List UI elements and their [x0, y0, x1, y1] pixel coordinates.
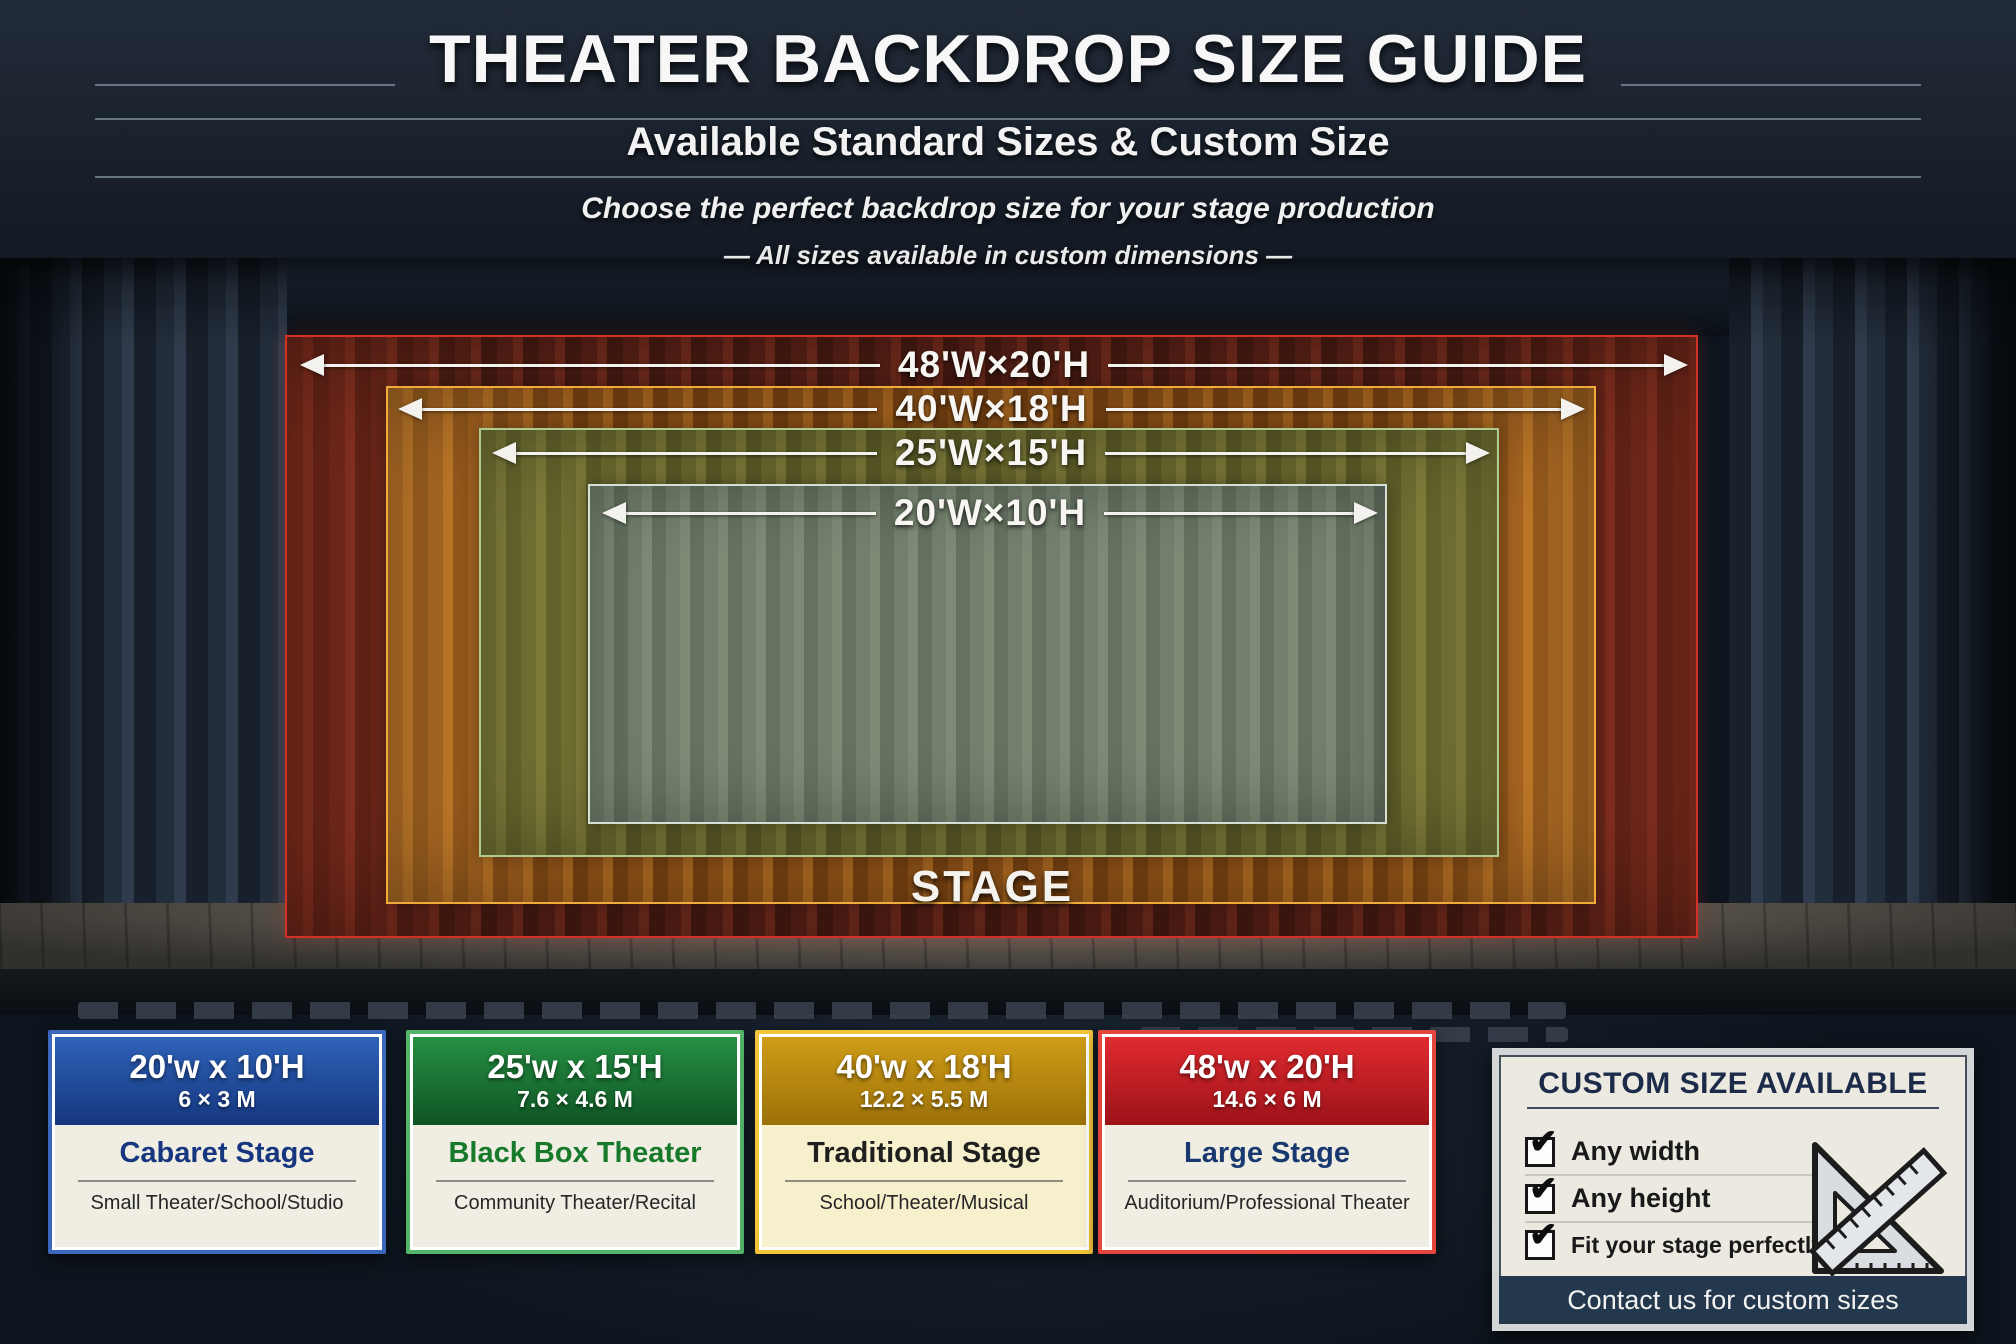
header-divider-line: [1621, 84, 1921, 86]
divider: [784, 1180, 1064, 1182]
header-divider-line: [95, 118, 1921, 120]
size-card-black-box-theater: 25'w x 15'H 7.6 × 4.6 M Black Box Theate…: [406, 1030, 744, 1254]
contact-footer-text: Contact us for custom sizes: [1567, 1284, 1899, 1315]
feature-fit-stage: ✔ Fit your stage perfectly: [1525, 1218, 1825, 1267]
dimension-row-48x20: 48'W×20'H: [300, 343, 1689, 387]
arrow-line: [1104, 511, 1355, 515]
check-icon: ✔: [1529, 1216, 1558, 1254]
card-venues: Small Theater/School/Studio: [90, 1192, 344, 1214]
card-header: 25'w x 15'H 7.6 × 4.6 M: [413, 1037, 737, 1125]
checkbox-icon: ✔: [1525, 1218, 1558, 1260]
card-metric-label: 7.6 × 4.6 M: [517, 1085, 633, 1112]
backdrop-20x10: [588, 484, 1387, 824]
arrow-left-icon: [300, 354, 324, 376]
contact-footer: Contact us for custom sizes: [1499, 1276, 1967, 1324]
arrow-line: [422, 407, 878, 411]
feature-label: Any width: [1571, 1136, 1700, 1166]
card-title: Traditional Stage: [807, 1137, 1041, 1169]
card-venues: Auditorium/Professional Theater: [1124, 1192, 1410, 1214]
card-header: 40'w x 18'H 12.2 × 5.5 M: [762, 1037, 1086, 1125]
tagline: Choose the perfect backdrop size for you…: [581, 192, 1435, 225]
arrow-right-icon: [1466, 442, 1491, 464]
arrow-left-icon: [602, 502, 626, 524]
divider: [435, 1180, 715, 1182]
arrow-left-icon: [398, 398, 422, 420]
right-curtain: [1729, 258, 2016, 904]
arrow-line: [1108, 363, 1665, 367]
checkbox-icon: ✔: [1525, 1172, 1558, 1214]
card-venues: School/Theater/Musical: [819, 1192, 1029, 1214]
card-size-label: 25'w x 15'H: [487, 1048, 663, 1086]
stage-label: STAGE: [910, 862, 1075, 911]
card-header: 20'w x 10'H 6 × 3 M: [55, 1037, 379, 1125]
header-divider-line: [95, 84, 395, 86]
arrow-right-icon: [1664, 354, 1689, 376]
ruler-square-icon: [1808, 1142, 1948, 1277]
card-body: Black Box Theater Community Theater/Reci…: [413, 1125, 737, 1247]
card-title: Cabaret Stage: [119, 1137, 315, 1169]
header-divider-line: [95, 176, 1921, 178]
size-card-traditional-stage: 40'w x 18'H 12.2 × 5.5 M Traditional Sta…: [755, 1030, 1093, 1254]
page-subtitle: Available Standard Sizes & Custom Size: [626, 120, 1390, 164]
card-size-label: 40'w x 18'H: [836, 1048, 1012, 1086]
divider: [1527, 1107, 1939, 1109]
feature-any-height: ✔ Any height: [1525, 1172, 1825, 1223]
check-icon: ✔: [1529, 1122, 1558, 1161]
divider: [1127, 1180, 1407, 1182]
arrow-line: [324, 363, 880, 367]
header-panel: [0, 0, 2016, 258]
arrow-line: [516, 451, 877, 455]
dimension-label: 20'W×10'H: [893, 492, 1087, 533]
card-body: Cabaret Stage Small Theater/School/Studi…: [55, 1125, 379, 1247]
dimension-label: 48'W×20'H: [897, 344, 1091, 385]
checkbox-icon: ✔: [1525, 1125, 1558, 1167]
check-icon: ✔: [1529, 1169, 1558, 1208]
dimension-row-25x15: 25'W×15'H: [492, 431, 1491, 475]
feature-label: Any height: [1571, 1183, 1711, 1213]
seating-slat-row: [78, 1002, 1566, 1019]
arrow-right-icon: [1354, 502, 1379, 524]
card-metric-label: 14.6 × 6 M: [1212, 1085, 1322, 1112]
dimension-label: 25'W×15'H: [894, 432, 1088, 473]
dimension-label: 40'W×18'H: [895, 388, 1088, 429]
card-body: Traditional Stage School/Theater/Musical: [762, 1125, 1086, 1247]
card-size-label: 48'w x 20'H: [1179, 1048, 1355, 1086]
size-card-cabaret-stage: 20'w x 10'H 6 × 3 M Cabaret Stage Small …: [48, 1030, 386, 1254]
card-metric-label: 6 × 3 M: [178, 1085, 256, 1112]
custom-dimensions-note: — All sizes available in custom dimensio…: [723, 240, 1293, 270]
arrow-right-icon: [1561, 398, 1586, 420]
divider: [77, 1180, 357, 1182]
custom-size-card: CUSTOM SIZE AVAILABLE ✔ Any width ✔ Any …: [1492, 1048, 1974, 1331]
card-title: Black Box Theater: [448, 1137, 702, 1169]
card-title: Large Stage: [1184, 1137, 1350, 1169]
arrow-left-icon: [492, 442, 516, 464]
custom-card-title: CUSTOM SIZE AVAILABLE: [1538, 1067, 1928, 1100]
size-card-large-stage: 48'w x 20'H 14.6 × 6 M Large Stage Audit…: [1098, 1030, 1436, 1254]
left-curtain: [0, 258, 287, 904]
page-title: THEATER BACKDROP SIZE GUIDE: [429, 21, 1587, 97]
card-metric-label: 12.2 × 5.5 M: [859, 1085, 989, 1112]
arrow-line: [1105, 451, 1467, 455]
card-body: Large Stage Auditorium/Professional Thea…: [1105, 1125, 1429, 1247]
feature-any-width: ✔ Any width: [1525, 1125, 1825, 1176]
stage-valance: [0, 258, 2016, 336]
arrow-line: [1105, 407, 1562, 411]
dimension-row-40x18: 40'W×18'H: [398, 387, 1586, 431]
card-size-label: 20'w x 10'H: [129, 1048, 305, 1086]
card-header: 48'w x 20'H 14.6 × 6 M: [1105, 1037, 1429, 1125]
custom-feature-list: ✔ Any width ✔ Any height ✔ Fit your stag…: [1525, 1125, 1825, 1267]
arrow-line: [626, 511, 876, 515]
card-venues: Community Theater/Recital: [454, 1192, 696, 1214]
feature-label: Fit your stage perfectly: [1571, 1231, 1825, 1258]
dimension-row-20x10: 20'W×10'H: [602, 491, 1379, 535]
